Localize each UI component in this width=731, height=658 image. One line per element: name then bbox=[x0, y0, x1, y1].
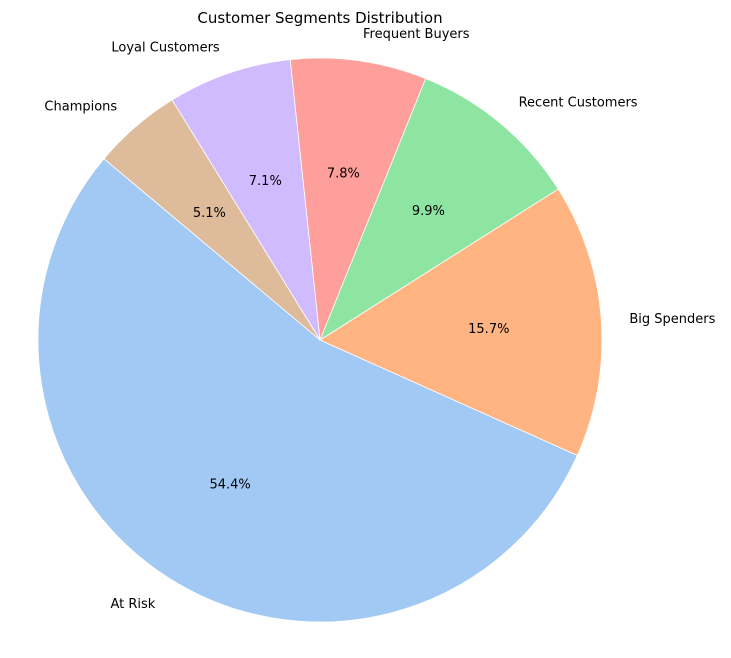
slice-label-big-spenders: Big Spenders bbox=[629, 312, 715, 327]
pct-label-at-risk: 54.4% bbox=[209, 477, 250, 492]
slice-label-recent-customers: Recent Customers bbox=[519, 96, 638, 111]
slice-label-champions: Champions bbox=[44, 99, 117, 114]
pie-slice-champions bbox=[103, 99, 321, 341]
pct-label-champions: 5.1% bbox=[193, 206, 226, 221]
pct-label-big-spenders: 15.7% bbox=[468, 322, 509, 337]
pct-label-loyal-customers: 7.1% bbox=[249, 174, 282, 189]
slice-label-at-risk: At Risk bbox=[110, 597, 155, 612]
chart-title: Customer Segments Distribution bbox=[197, 9, 442, 27]
slice-label-loyal-customers: Loyal Customers bbox=[111, 41, 220, 56]
pct-label-recent-customers: 9.9% bbox=[412, 204, 445, 219]
pie-slice-frequent-buyers bbox=[289, 57, 427, 341]
pie-slices bbox=[37, 57, 603, 623]
pct-label-frequent-buyers: 7.8% bbox=[327, 166, 360, 181]
pie-labels: 54.4% At Risk 15.7% Big Spenders 9.9% Recent … bbox=[44, 27, 715, 612]
pie-slice-loyal-customers bbox=[171, 59, 321, 341]
pie-slice-big-spenders bbox=[319, 188, 603, 456]
slice-label-frequent-buyers: Frequent Buyers bbox=[363, 27, 470, 42]
pie-slice-at-risk bbox=[37, 158, 578, 623]
pie-slice-recent-customers bbox=[319, 78, 559, 342]
